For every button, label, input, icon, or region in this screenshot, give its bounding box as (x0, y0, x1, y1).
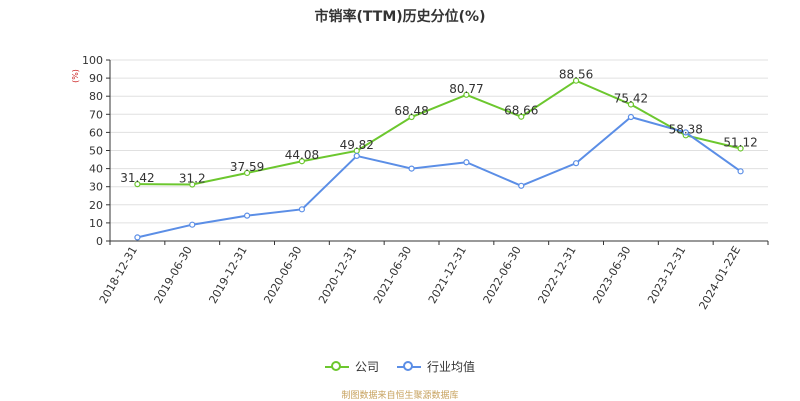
data-label: 31.42 (120, 171, 154, 185)
data-point (518, 182, 525, 189)
y-axis-unit-label: (%) (71, 69, 80, 83)
data-point (408, 165, 415, 172)
data-point (298, 206, 306, 213)
x-tick-label: 2020-12-31 (316, 244, 359, 306)
x-tick-label: 2024-01-22E (696, 244, 743, 312)
data-point (134, 181, 141, 188)
data-point (463, 159, 470, 166)
x-tick-label: 2019-12-31 (206, 244, 249, 306)
data-label: 75.42 (614, 91, 648, 105)
data-label: 88.56 (559, 68, 593, 82)
y-tick-label: 60 (89, 126, 103, 139)
y-tick-labels: 0 10 20 30 40 50 60 70 80 90 100 (82, 54, 103, 248)
data-label: 44.08 (285, 148, 319, 162)
x-tick-label: 2021-06-30 (371, 244, 414, 306)
series (134, 77, 744, 241)
source-note: 制图数据来自恒生聚源数据库 (341, 391, 459, 401)
legend-label-company: 公司 (354, 360, 379, 374)
y-tick-label: 0 (96, 235, 103, 248)
chart-title: 市销率(TTM)历史分位(%) (314, 9, 486, 25)
y-tick-label: 40 (89, 163, 103, 176)
data-label: 58.38 (669, 122, 703, 136)
legend-item-company[interactable]: 公司 (324, 358, 379, 375)
data-point (353, 152, 360, 160)
data-point (518, 113, 525, 120)
data-labels: 31.42 31.2 37.59 44.08 49.82 68.48 80.77 68.66 8… (120, 68, 758, 186)
data-point (572, 77, 580, 84)
data-label: 37.59 (230, 160, 264, 174)
x-tick-label: 2020-06-30 (261, 244, 304, 306)
data-point (243, 212, 251, 219)
data-label: 68.48 (394, 104, 428, 118)
legend-label-industry-average: 行业均值 (427, 360, 476, 374)
series-line-1 (137, 115, 742, 239)
data-point (627, 101, 635, 108)
x-tick-label: 2021-12-31 (426, 244, 469, 306)
y-tick-label: 20 (89, 199, 103, 212)
grid-lines (110, 59, 768, 224)
data-point (627, 113, 635, 121)
x-tick-label: 2022-12-31 (535, 244, 578, 306)
data-point (408, 113, 415, 121)
x-tick-labels: 2018-12-31 2019-06-30 2019-12-31 2020-06-30… (97, 244, 743, 312)
x-tick-label: 2023-12-31 (645, 244, 688, 306)
data-point (189, 181, 196, 188)
y-tick-label: 50 (89, 145, 103, 158)
data-point (134, 234, 141, 241)
legend-item-industry-average[interactable]: 行业均值 (397, 358, 475, 375)
data-label: 80.77 (449, 82, 483, 96)
x-tick-label: 2018-12-31 (97, 244, 140, 306)
x-tick-label: 2019-06-30 (152, 244, 195, 306)
x-tick-label: 2023-06-30 (590, 244, 633, 306)
data-point (737, 168, 744, 175)
data-label: 31.2 (179, 172, 206, 186)
legend-swatch-industry-average (397, 360, 421, 373)
axes (106, 59, 769, 245)
data-point (243, 169, 251, 177)
data-point (463, 91, 470, 98)
y-tick-label: 30 (89, 181, 103, 194)
data-label: 49.82 (340, 138, 374, 152)
data-point (682, 129, 689, 136)
data-label: 68.66 (504, 104, 538, 118)
data-point (572, 160, 580, 167)
x-tick-label: 2022-06-30 (481, 244, 524, 306)
legend: 公司 行业均值 (0, 358, 800, 375)
data-point (737, 145, 744, 152)
y-tick-label: 80 (89, 90, 103, 103)
data-point (189, 221, 196, 228)
series-line-0 (137, 79, 741, 186)
data-point (298, 158, 306, 165)
y-tick-label: 90 (89, 72, 103, 85)
legend-swatch-company (324, 360, 349, 373)
y-tick-label: 10 (89, 217, 103, 230)
y-tick-label: 100 (82, 54, 103, 67)
y-tick-label: 70 (89, 108, 103, 121)
data-label: 51.12 (723, 135, 757, 149)
